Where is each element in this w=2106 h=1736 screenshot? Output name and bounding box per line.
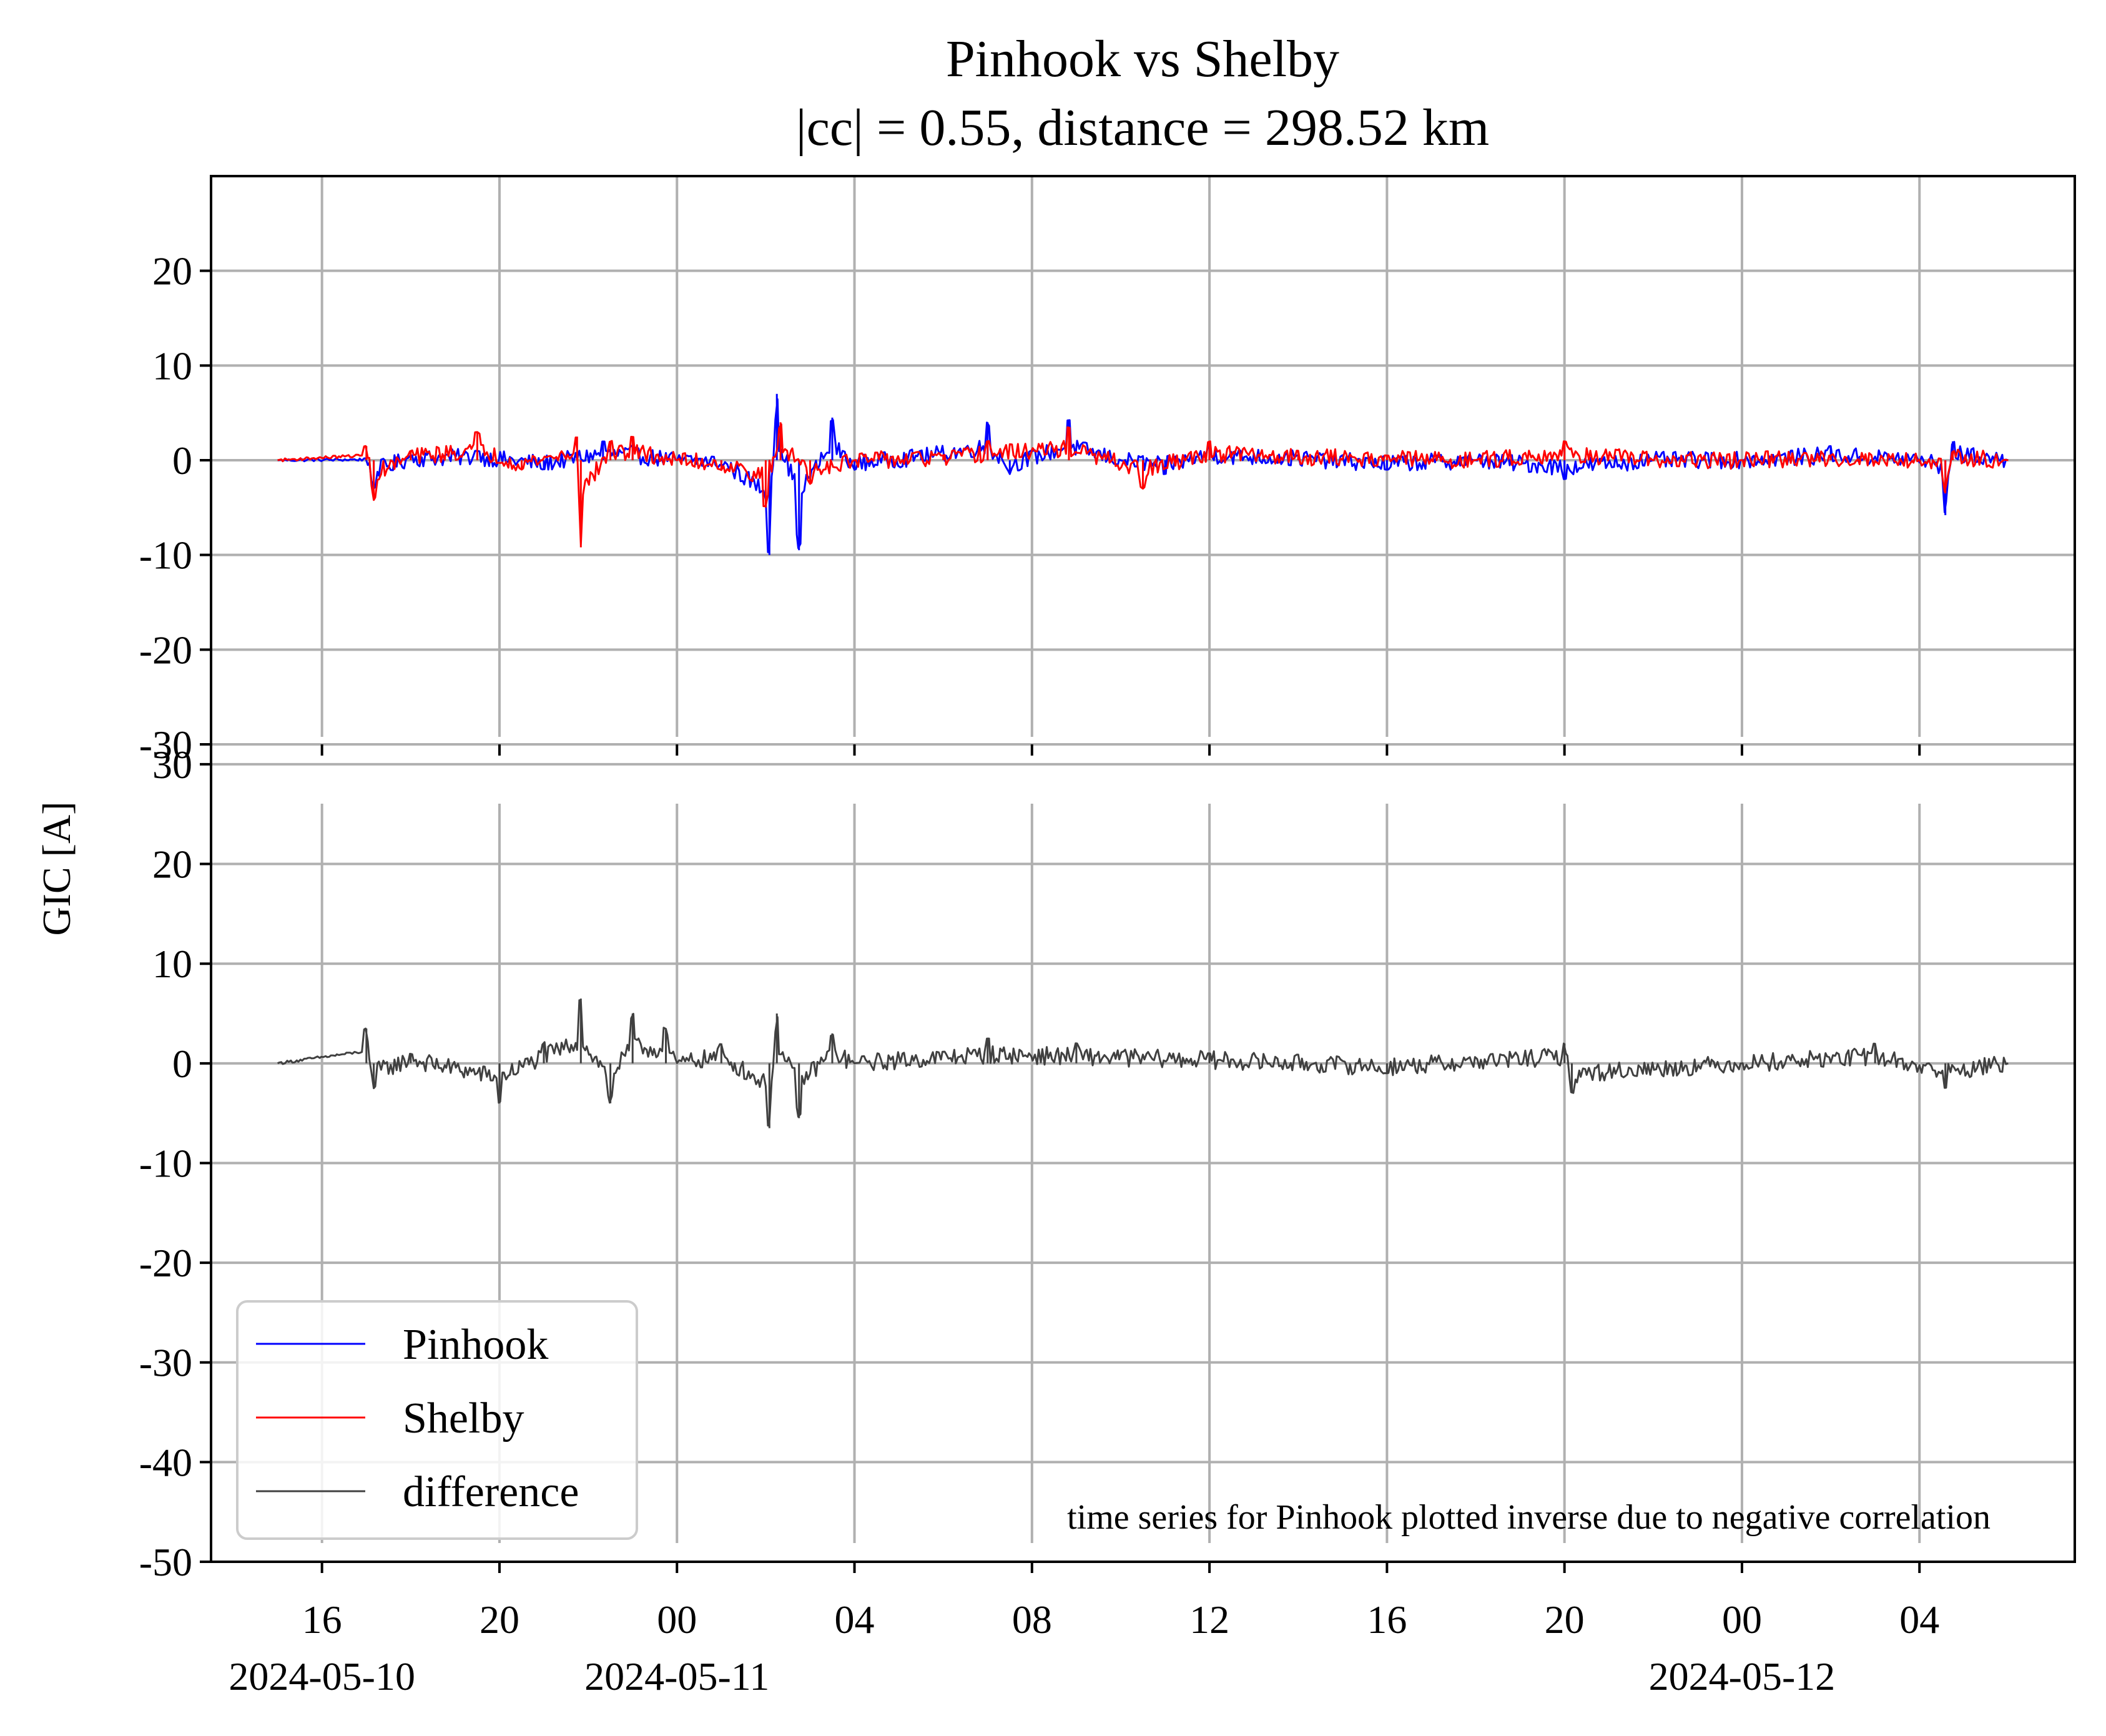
legend-label-shelby: Shelby: [403, 1394, 524, 1443]
x-tick-label: 00: [657, 1597, 697, 1642]
y-tick-label: -40: [139, 1440, 192, 1484]
series-line-difference: [277, 999, 2009, 1128]
legend-box: [236, 1300, 638, 1540]
x-tick-label: 20: [480, 1597, 519, 1642]
y-tick-label: -20: [139, 1241, 192, 1285]
x-tick-label: 04: [835, 1597, 875, 1642]
y-tick-label: 30: [152, 742, 192, 787]
y-axis-label: GIC [A]: [34, 801, 79, 935]
legend-label-pinhook: Pinhook: [403, 1321, 548, 1369]
x-tick-label: 12: [1189, 1597, 1229, 1642]
x-tick-label: 08: [1012, 1597, 1052, 1642]
legend: Pinhook Shelby difference: [236, 1300, 638, 1540]
y-tick-label: -30: [139, 1341, 192, 1385]
chart-annotation: time series for Pinhook plotted inverse …: [1067, 1498, 1990, 1537]
x-date-label: 2024-05-11: [584, 1654, 769, 1699]
x-date-label: 2024-05-12: [1649, 1654, 1836, 1699]
series-line-shelby: [277, 422, 2009, 548]
y-tick-label: 20: [152, 842, 192, 887]
y-tick-label: -20: [139, 628, 192, 672]
legend-label-difference: difference: [403, 1468, 579, 1516]
series-layer: [277, 393, 2009, 1128]
y-tick-label: 10: [152, 942, 192, 986]
x-date-label: 2024-05-10: [229, 1654, 415, 1699]
y-tick-label: 0: [172, 438, 192, 483]
chart-subtitle: |cc| = 0.55, distance = 298.52 km: [796, 99, 1490, 157]
y-tick-label: -10: [139, 533, 192, 578]
y-tick-label: 10: [152, 343, 192, 388]
y-tick-label: -30: [139, 723, 192, 767]
x-tick-label: 16: [1367, 1597, 1407, 1642]
plot-frame: [210, 175, 2076, 1563]
x-tick-label: 16: [302, 1597, 342, 1642]
y-tick-label: -10: [139, 1141, 192, 1185]
y-tick-label: 0: [172, 1042, 192, 1086]
y-tick-label: 20: [152, 249, 192, 293]
chart-title: Pinhook vs Shelby: [946, 30, 1339, 88]
x-tick-label: 20: [1545, 1597, 1585, 1642]
x-tick-label: 00: [1722, 1597, 1762, 1642]
y-tick-label: -50: [139, 1540, 192, 1584]
x-tick-label: 04: [1899, 1597, 1939, 1642]
